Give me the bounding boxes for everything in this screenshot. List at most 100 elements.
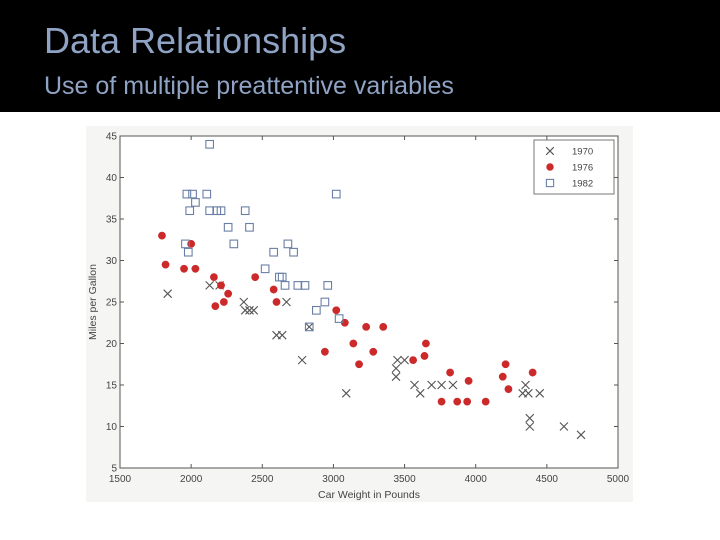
- legend-marker-1970: [545, 146, 555, 156]
- data-point-1976: [332, 306, 341, 315]
- data-point-1982: [277, 272, 287, 282]
- scatter-chart: 1500 2000 2500 3000 3500 4000 4500 5000 5 10 15 20 2…: [87, 132, 630, 502]
- data-point-1970: [521, 380, 530, 390]
- data-point-1970: [437, 380, 446, 390]
- legend-label-1976: 1976: [572, 163, 593, 174]
- legend-marker-1976: [546, 163, 554, 171]
- x-axis-label: Car Weight in Pounds: [318, 489, 420, 501]
- legend-label-1970: 1970: [572, 147, 593, 158]
- y-tick-label: 25: [106, 298, 118, 309]
- data-point-1970: [410, 380, 419, 390]
- data-point-1970: [391, 372, 401, 382]
- data-point-1970: [282, 297, 291, 307]
- data-point-1976: [446, 368, 455, 377]
- data-point-1982: [320, 297, 330, 307]
- data-point-1976: [158, 231, 166, 240]
- data-point-1982: [323, 281, 333, 290]
- data-point-1970: [427, 380, 436, 390]
- data-point-1976: [211, 302, 220, 311]
- data-point-1970: [448, 380, 458, 390]
- y-tick-label: 45: [106, 132, 118, 143]
- data-point-1976: [504, 385, 513, 394]
- slide-header: Data Relationships Use of multiple preat…: [0, 0, 720, 112]
- data-point-1982: [334, 314, 344, 323]
- legend-label-1982: 1982: [572, 179, 593, 190]
- data-point-1970: [304, 322, 314, 332]
- data-point-1982: [205, 139, 214, 149]
- y-tick-label: 10: [106, 422, 118, 433]
- data-point-1970: [240, 305, 250, 315]
- y-tick-label: 35: [106, 215, 118, 226]
- data-point-1976: [191, 264, 200, 273]
- data-point-1970: [249, 305, 259, 315]
- data-point-1970: [559, 422, 569, 431]
- data-point-1976: [464, 376, 473, 385]
- data-point-1976: [481, 397, 490, 406]
- slide-subtitle: Use of multiple preattentive variables: [44, 72, 454, 100]
- y-axis-label: Miles per Gallon: [87, 264, 99, 340]
- legend-marker-1982: [545, 178, 555, 188]
- data-point-1982: [181, 239, 190, 249]
- data-point-1976: [498, 372, 507, 381]
- x-tick-label: 4500: [536, 474, 559, 485]
- data-point-1970: [525, 422, 535, 431]
- data-point-1982: [283, 239, 293, 249]
- data-point-1982: [185, 206, 195, 216]
- data-point-1976: [349, 339, 358, 348]
- data-point-1976: [210, 273, 218, 281]
- y-tick-label: 30: [106, 256, 118, 267]
- y-tick-label: 5: [111, 464, 117, 475]
- data-point-1970: [239, 297, 249, 307]
- data-point-1970: [277, 330, 287, 340]
- data-point-1982: [260, 264, 270, 274]
- x-tick-label: 3500: [393, 474, 416, 485]
- data-point-1982: [300, 281, 310, 290]
- data-point-1976: [217, 281, 225, 290]
- data-point-1982: [240, 206, 250, 216]
- data-point-1976: [224, 289, 233, 298]
- data-point-1982: [188, 189, 197, 199]
- x-tick-label: 2500: [251, 474, 274, 485]
- data-point-1976: [161, 260, 170, 269]
- x-tick-label: 5000: [607, 474, 630, 485]
- data-point-1970: [415, 388, 425, 398]
- data-point-1982: [216, 206, 226, 216]
- data-point-1976: [219, 298, 228, 306]
- data-point-1970: [535, 388, 545, 398]
- data-point-1976: [272, 298, 281, 306]
- data-point-1982: [202, 189, 212, 199]
- data-point-1970: [393, 355, 402, 365]
- data-point-1970: [400, 355, 409, 365]
- y-tick-label: 20: [106, 339, 118, 350]
- data-point-1970: [525, 413, 535, 423]
- data-point-1976: [355, 360, 363, 369]
- data-point-1976: [269, 285, 278, 294]
- data-point-1982: [182, 189, 192, 199]
- data-point-1982: [183, 247, 193, 257]
- y-tick-label: 40: [106, 173, 118, 184]
- data-point-1976: [528, 368, 537, 377]
- data-point-1976: [422, 339, 430, 348]
- data-point-1982: [304, 322, 314, 332]
- data-point-1976: [369, 347, 378, 356]
- data-point-1970: [205, 281, 215, 290]
- data-point-1982: [331, 189, 341, 199]
- x-tick-label: 1500: [109, 474, 132, 485]
- data-point-1982: [229, 239, 239, 249]
- data-point-1982: [191, 198, 200, 207]
- data-point-1970: [391, 364, 401, 373]
- data-point-1970: [523, 388, 533, 398]
- x-tick-label: 2000: [180, 474, 203, 485]
- data-point-1976: [453, 397, 462, 406]
- data-point-1970: [163, 289, 173, 299]
- data-point-1982: [223, 222, 233, 232]
- data-point-1982: [245, 222, 254, 232]
- data-point-1982: [269, 247, 279, 257]
- data-point-1982: [280, 281, 290, 290]
- data-point-1976: [501, 360, 510, 369]
- data-point-1982: [312, 305, 321, 315]
- slide-title: Data Relationships: [44, 20, 347, 61]
- data-point-1970: [341, 388, 351, 398]
- data-point-1976: [180, 264, 188, 273]
- data-point-1976: [420, 352, 429, 360]
